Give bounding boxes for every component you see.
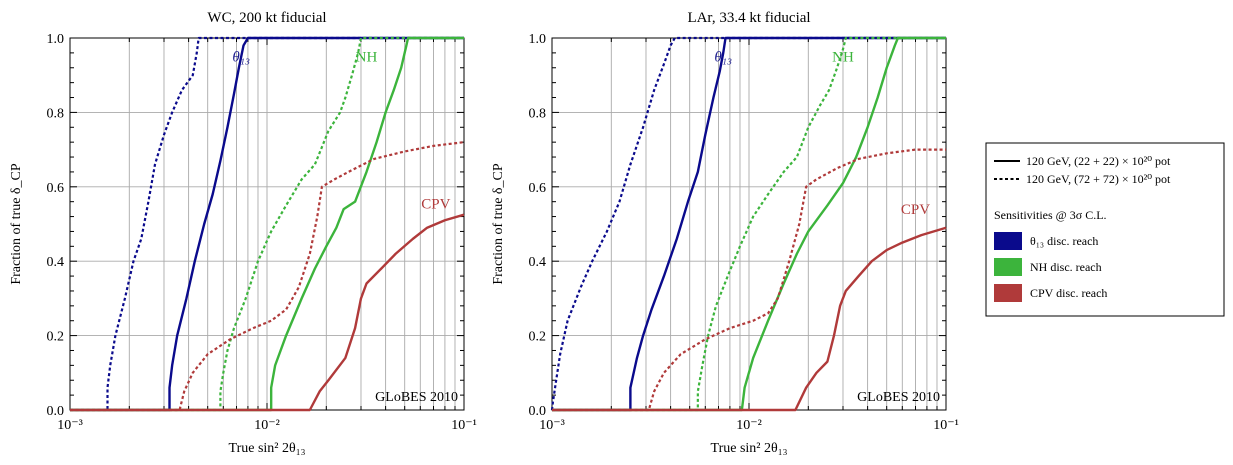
legend-line-label: 120 GeV, (72 + 72) × 10²⁰ pot bbox=[1026, 172, 1171, 186]
legend-swatch bbox=[994, 232, 1022, 250]
watermark-label: GLoBES 2010 bbox=[857, 390, 940, 405]
legend-swatch bbox=[994, 258, 1022, 276]
y-tick-label: 1.0 bbox=[529, 32, 547, 47]
y-axis-title: Fraction of true δ_CP bbox=[491, 163, 506, 285]
y-tick-label: 0.6 bbox=[47, 181, 65, 196]
legend-swatch-label: NH disc. reach bbox=[1030, 260, 1102, 274]
legend: 120 GeV, (22 + 22) × 10²⁰ pot 120 GeV, (7… bbox=[985, 142, 1225, 317]
curve-label: NH bbox=[356, 50, 378, 66]
y-tick-label: 0.2 bbox=[529, 330, 547, 345]
curve-label: θ₁₃ bbox=[714, 50, 732, 66]
y-tick-label: 0.8 bbox=[47, 106, 65, 121]
x-tick-label: 10⁻³ bbox=[57, 418, 83, 433]
curve-label: NH bbox=[832, 50, 854, 66]
curve-label: θ₁₃ bbox=[232, 50, 250, 66]
series-line-nh-solid bbox=[70, 36, 464, 412]
series-line-nh-dashed bbox=[70, 36, 464, 412]
series-line-th13-dashed bbox=[550, 36, 946, 411]
y-tick-label: 0.6 bbox=[529, 181, 547, 196]
legend-swatch bbox=[994, 284, 1022, 302]
y-tick-label: 0.8 bbox=[529, 106, 547, 121]
y-tick-label: 0.0 bbox=[529, 404, 547, 419]
x-tick-label: 10⁻³ bbox=[539, 418, 565, 433]
series-line-cpv-dashed bbox=[70, 141, 465, 412]
x-axis-title: True sin² 2θ₁₃ bbox=[229, 441, 306, 456]
y-tick-label: 1.0 bbox=[47, 32, 65, 47]
legend-section-title: Sensitivities @ 3σ C.L. bbox=[994, 208, 1107, 222]
y-tick-label: 0.4 bbox=[47, 255, 65, 270]
series-line-cpv-solid bbox=[552, 226, 947, 412]
legend-frame bbox=[985, 142, 1225, 317]
x-tick-label: 10⁻² bbox=[254, 418, 280, 433]
series-line-nh-dashed bbox=[552, 36, 946, 412]
legend-line-label: 120 GeV, (22 + 22) × 10²⁰ pot bbox=[1026, 154, 1171, 168]
grid bbox=[69, 37, 465, 411]
series-line-cpv-solid bbox=[70, 213, 465, 412]
x-axis-title: True sin² 2θ₁₃ bbox=[711, 441, 788, 456]
x-tick-label: 10⁻¹ bbox=[451, 418, 477, 433]
series-line-th13-solid bbox=[70, 36, 464, 412]
series-line-nh-solid bbox=[552, 36, 946, 412]
series-line-th13-solid bbox=[552, 36, 946, 412]
y-axis-title: Fraction of true δ_CP bbox=[9, 163, 24, 285]
series-line-cpv-dashed bbox=[552, 148, 946, 412]
legend-swatch-label: CPV disc. reach bbox=[1030, 286, 1107, 300]
x-tick-label: 10⁻² bbox=[736, 418, 762, 433]
panel-wc: 10⁻³ 10⁻² 10⁻¹ 0.0 0.2 0.4 0.6 0.8 1.0 WC, 200 kt… bbox=[9, 10, 477, 456]
y-tick-label: 0.2 bbox=[47, 330, 65, 345]
y-tick-label: 0.0 bbox=[47, 404, 65, 419]
panel-title: WC, 200 kt fiducial bbox=[207, 10, 326, 26]
curve-label: CPV bbox=[901, 202, 930, 218]
panel-lar: 10⁻³ 10⁻² 10⁻¹ 0.0 0.2 0.4 0.6 0.8 1.0 LAr, 33.4 … bbox=[491, 10, 959, 456]
series-group bbox=[70, 36, 465, 412]
legend-swatch-label: θ₁₃ disc. reach bbox=[1030, 234, 1098, 248]
y-tick-label: 0.4 bbox=[529, 255, 547, 270]
panel-title: LAr, 33.4 kt fiducial bbox=[687, 10, 810, 26]
x-tick-label: 10⁻¹ bbox=[933, 418, 959, 433]
grid bbox=[551, 37, 947, 411]
curve-label: CPV bbox=[421, 197, 450, 213]
watermark-label: GLoBES 2010 bbox=[375, 390, 458, 405]
series-group bbox=[550, 36, 947, 412]
